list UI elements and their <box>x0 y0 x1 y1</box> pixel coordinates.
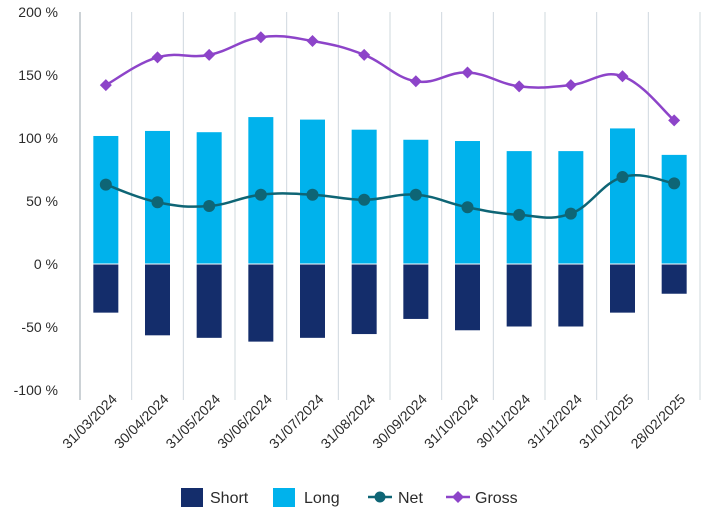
x-tick-label: 31/08/2024 <box>317 391 378 452</box>
series-lines <box>99 31 681 221</box>
net-point <box>151 196 164 209</box>
net-point <box>409 188 422 201</box>
gross-point <box>99 79 112 92</box>
y-tick-label: -100 % <box>14 382 58 398</box>
short-bar <box>247 263 275 343</box>
short-bar <box>144 263 171 337</box>
x-tick-label: 31/10/2024 <box>421 391 482 452</box>
x-tick-label: 30/09/2024 <box>369 391 430 452</box>
gross-point <box>564 79 577 92</box>
y-tick-label: 50 % <box>26 193 58 209</box>
short-bar <box>660 263 688 295</box>
y-tick-label: 100 % <box>18 130 58 146</box>
long-bar <box>557 150 585 265</box>
legend: Short Long Net Gross <box>181 488 518 507</box>
x-tick-label: 31/01/2025 <box>576 391 637 452</box>
x-tick-label: 31/05/2024 <box>162 391 223 452</box>
gross-point <box>409 75 422 88</box>
net-point <box>254 188 267 201</box>
gross-point <box>513 80 526 93</box>
short-bar <box>402 263 430 320</box>
short-bar <box>557 263 585 328</box>
gross-point <box>306 34 319 47</box>
net-point <box>99 178 112 191</box>
long-legend-label: Long <box>304 490 340 507</box>
short-bar <box>299 263 326 339</box>
net-point <box>203 200 216 213</box>
short-legend-swatch <box>181 488 203 507</box>
short-bar <box>505 263 533 328</box>
x-tick-label: 31/07/2024 <box>266 391 327 452</box>
long-legend-swatch <box>273 488 295 507</box>
short-legend-label: Short <box>210 490 249 507</box>
x-tick-label: 31/12/2024 <box>524 391 585 452</box>
net-point <box>513 208 526 221</box>
net-legend-marker <box>374 491 386 503</box>
net-point <box>306 188 319 201</box>
x-tick-label: 30/04/2024 <box>111 391 172 452</box>
long-bar <box>195 131 223 265</box>
x-tick-label: 30/06/2024 <box>214 391 275 452</box>
gross-point <box>151 51 164 64</box>
net-legend-label: Net <box>398 490 423 507</box>
net-point <box>358 193 371 206</box>
x-tick-label: 31/03/2024 <box>59 391 120 452</box>
net-point <box>616 171 629 184</box>
short-bar <box>350 263 378 336</box>
long-bar <box>660 153 688 265</box>
net-point <box>564 207 577 220</box>
gross-point <box>616 70 629 83</box>
gross-point <box>203 48 216 61</box>
y-tick-label: 0 % <box>34 256 58 272</box>
net-point <box>461 201 474 214</box>
gross-point <box>254 31 267 44</box>
long-bar <box>505 150 533 265</box>
short-bar <box>454 263 481 332</box>
gross-point <box>358 48 371 61</box>
long-bar <box>92 134 120 265</box>
short-bar <box>609 263 636 314</box>
gross-point <box>461 66 474 79</box>
short-bar <box>195 263 223 339</box>
long-bar <box>402 138 430 265</box>
gross-legend-label: Gross <box>475 490 518 507</box>
y-tick-label: -50 % <box>21 319 58 335</box>
y-tick-label: 150 % <box>18 67 58 83</box>
gross-legend-marker <box>452 491 464 503</box>
net-point <box>668 177 681 190</box>
short-bar <box>92 263 120 314</box>
bars <box>92 116 688 343</box>
y-tick-label: 200 % <box>18 4 58 20</box>
long-bar <box>609 127 636 265</box>
x-tick-label: 28/02/2025 <box>627 391 688 452</box>
gross-point <box>668 114 681 127</box>
